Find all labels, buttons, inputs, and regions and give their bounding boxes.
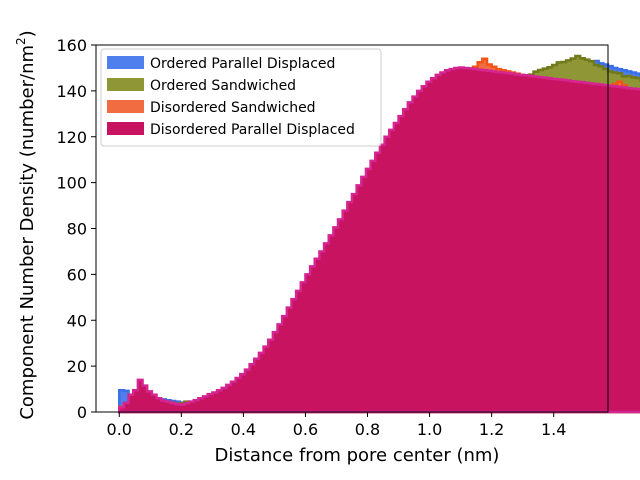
y-tick-label: 120 — [56, 128, 87, 147]
x-tick-label: 1.0 — [417, 420, 442, 439]
series-disordered-parallel-displaced — [118, 66, 640, 414]
x-tick-label: 0.8 — [355, 420, 380, 439]
y-axis-label-main: Component Number Density (number/nm — [17, 45, 38, 420]
plot-area — [118, 54, 640, 414]
legend-label-ordered-sandwiched: Ordered Sandwiched — [150, 78, 296, 94]
x-tick-label: 0.2 — [169, 420, 194, 439]
x-tick-label: 0.0 — [107, 420, 132, 439]
y-axis: 0 20 40 60 80 100 120 140 160 — [56, 36, 96, 422]
legend-frame — [100, 48, 382, 147]
y-tick-label: 0 — [77, 403, 87, 422]
legend-swatch-disordered-parallel-displaced — [107, 122, 144, 135]
x-tick-label: 0.4 — [231, 420, 256, 439]
legend-swatch-ordered-sandwiched — [107, 78, 144, 91]
y-tick-label: 60 — [67, 265, 87, 284]
y-tick-label: 20 — [67, 357, 87, 376]
legend-label-disordered-sandwiched: Disordered Sandwiched — [150, 100, 316, 116]
y-tick-label: 80 — [67, 220, 87, 239]
x-tick-label: 1.2 — [479, 420, 504, 439]
x-tick-label: 1.4 — [541, 420, 566, 439]
y-axis-label-close: ) — [17, 30, 38, 37]
legend: Ordered Parallel Displaced Ordered Sandw… — [100, 48, 382, 147]
x-axis-label: Distance from pore center (nm) — [215, 445, 500, 466]
y-tick-label: 160 — [56, 36, 87, 55]
legend-swatch-disordered-sandwiched — [107, 100, 144, 113]
legend-swatch-ordered-parallel-displaced — [107, 56, 144, 69]
y-axis-label-superscript: 2 — [14, 37, 28, 45]
x-tick-label: 0.6 — [293, 420, 318, 439]
legend-label-ordered-parallel-displaced: Ordered Parallel Displaced — [150, 56, 335, 72]
y-axis-label: Component Number Density (number/nm2) — [14, 30, 38, 419]
y-tick-label: 140 — [56, 82, 87, 101]
legend-label-disordered-parallel-displaced: Disordered Parallel Displaced — [150, 122, 355, 138]
y-tick-label: 100 — [56, 174, 87, 193]
y-tick-label: 40 — [67, 311, 87, 330]
x-axis: 0.0 0.2 0.4 0.6 0.8 1.0 1.2 1.4 — [107, 412, 566, 439]
